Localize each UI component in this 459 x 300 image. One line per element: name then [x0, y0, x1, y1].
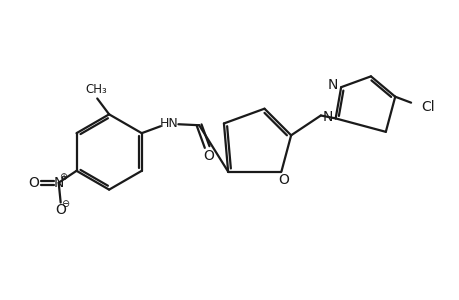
Text: Cl: Cl	[420, 100, 434, 114]
Text: ⊕: ⊕	[60, 172, 67, 182]
Text: O: O	[28, 176, 39, 190]
Text: O: O	[55, 203, 66, 218]
Text: N: N	[327, 78, 337, 92]
Text: N: N	[322, 110, 332, 124]
Text: CH₃: CH₃	[85, 83, 107, 96]
Text: ⊖: ⊖	[62, 200, 69, 209]
Text: O: O	[277, 172, 288, 187]
Text: N: N	[53, 176, 64, 190]
Text: O: O	[203, 149, 214, 163]
Text: HN: HN	[160, 117, 179, 130]
